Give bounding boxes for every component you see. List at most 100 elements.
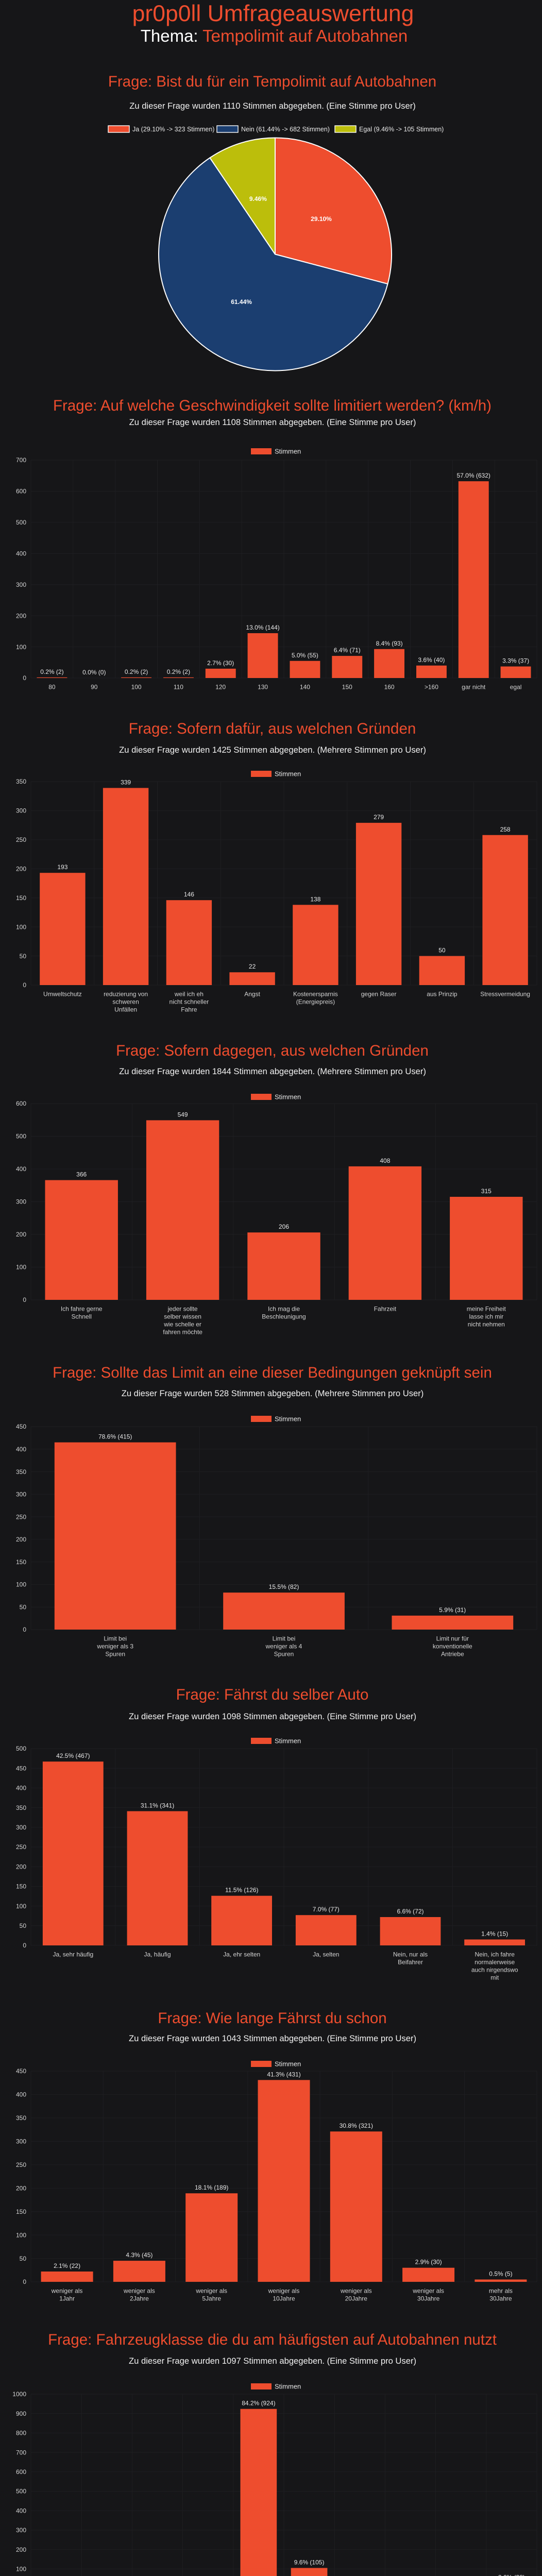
svg-text:100: 100: [16, 923, 26, 930]
svg-text:50: 50: [20, 953, 27, 960]
svg-text:350: 350: [16, 2114, 26, 2122]
svg-text:Fahrzeit: Fahrzeit: [374, 1306, 397, 1313]
svg-text:100: 100: [16, 1903, 26, 1910]
svg-text:Umweltschutz: Umweltschutz: [43, 991, 82, 998]
svg-text:0.2% (2): 0.2% (2): [125, 668, 148, 675]
svg-text:200: 200: [16, 2184, 26, 2192]
svg-text:mehr als: mehr als: [489, 2287, 513, 2295]
svg-text:5.9% (31): 5.9% (31): [439, 1606, 466, 1614]
svg-text:279: 279: [374, 814, 384, 821]
svg-text:6.4% (71): 6.4% (71): [334, 647, 361, 654]
svg-text:50: 50: [20, 2255, 27, 2262]
svg-text:4.3% (45): 4.3% (45): [126, 2251, 153, 2259]
svg-text:weniger als: weniger als: [123, 2287, 155, 2295]
svg-text:2.6% (28): 2.6% (28): [498, 2573, 525, 2576]
svg-text:Stimmen: Stimmen: [275, 1415, 301, 1423]
svg-text:Nein (61.44% -> 682 Stimmen): Nein (61.44% -> 682 Stimmen): [241, 126, 330, 133]
svg-text:339: 339: [121, 778, 131, 786]
svg-text:150: 150: [16, 894, 26, 902]
svg-text:350: 350: [16, 778, 26, 785]
svg-text:250: 250: [16, 836, 26, 843]
svg-text:Zu dieser Frage wurden 1425 St: Zu dieser Frage wurden 1425 Stimmen abge…: [119, 745, 426, 755]
svg-text:30Jahre: 30Jahre: [417, 2295, 440, 2302]
svg-text:Zu dieser Frage wurden 1097 St: Zu dieser Frage wurden 1097 Stimmen abge…: [129, 2356, 416, 2366]
svg-text:20Jahre: 20Jahre: [345, 2295, 368, 2302]
svg-text:200: 200: [16, 2546, 26, 2553]
svg-text:weniger als: weniger als: [412, 2287, 444, 2295]
svg-text:jeder sollte: jeder sollte: [167, 1306, 198, 1313]
svg-text:22: 22: [249, 963, 256, 970]
svg-text:Ja (29.10% -> 323 Stimmen): Ja (29.10% -> 323 Stimmen): [132, 126, 214, 133]
svg-text:5Jahre: 5Jahre: [202, 2295, 221, 2302]
svg-text:315: 315: [481, 1188, 492, 1195]
svg-text:0: 0: [23, 674, 26, 682]
svg-text:100: 100: [16, 2231, 26, 2239]
svg-text:Zu dieser Frage wurden 1844 St: Zu dieser Frage wurden 1844 Stimmen abge…: [119, 1066, 426, 1076]
svg-text:500: 500: [16, 2488, 26, 2495]
svg-text:Stimmen: Stimmen: [275, 1093, 301, 1101]
svg-text:200: 200: [16, 1536, 26, 1543]
svg-text:Frage: Sollte das Limit an ein: Frage: Sollte das Limit an eine dieser B…: [53, 1364, 492, 1381]
svg-text:450: 450: [16, 1423, 26, 1430]
svg-text:450: 450: [16, 2067, 26, 2075]
svg-text:Stimmen: Stimmen: [275, 2383, 301, 2391]
svg-text:600: 600: [16, 1100, 26, 1107]
svg-text:800: 800: [16, 2430, 26, 2437]
svg-text:0: 0: [23, 981, 26, 989]
svg-text:schweren: schweren: [112, 998, 139, 1006]
svg-text:meine Freiheit: meine Freiheit: [467, 1306, 506, 1313]
svg-text:30Jahre: 30Jahre: [489, 2295, 512, 2302]
svg-text:Zu dieser Frage wurden 1098 St: Zu dieser Frage wurden 1098 Stimmen abge…: [129, 1711, 416, 1721]
svg-text:1000: 1000: [12, 2391, 26, 2398]
svg-text:Frage: Sofern dagegen, aus wel: Frage: Sofern dagegen, aus welchen Gründ…: [116, 1042, 429, 1059]
svg-text:Frage: Wie lange Fährst du sch: Frage: Wie lange Fährst du schon: [158, 2010, 386, 2027]
svg-text:200: 200: [16, 1863, 26, 1870]
svg-text:Ja, sehr häufig: Ja, sehr häufig: [53, 1951, 93, 1958]
svg-text:100: 100: [16, 643, 26, 651]
svg-text:700: 700: [16, 456, 26, 464]
svg-text:258: 258: [500, 826, 511, 833]
svg-text:Ja, häufig: Ja, häufig: [144, 1951, 171, 1958]
svg-text:>160: >160: [425, 684, 438, 691]
svg-text:Unfällen: Unfällen: [114, 1006, 137, 1013]
svg-text:11.5% (126): 11.5% (126): [225, 1887, 258, 1894]
svg-text:Limit nur für: Limit nur für: [436, 1635, 469, 1642]
svg-text:Kostenersparnis: Kostenersparnis: [293, 991, 338, 998]
svg-text:Zu dieser Frage wurden 1110 St: Zu dieser Frage wurden 1110 Stimmen abge…: [129, 101, 416, 111]
svg-text:900: 900: [16, 2410, 26, 2417]
svg-text:Limit bei: Limit bei: [104, 1635, 127, 1642]
svg-text:31.1% (341): 31.1% (341): [141, 1802, 174, 1809]
svg-text:weniger als 4: weniger als 4: [265, 1643, 302, 1650]
svg-text:400: 400: [16, 550, 26, 557]
svg-text:84.2% (924): 84.2% (924): [242, 2400, 275, 2407]
svg-text:6.6% (72): 6.6% (72): [397, 1908, 424, 1915]
svg-text:Stimmen: Stimmen: [275, 1737, 301, 1745]
svg-text:50: 50: [20, 1922, 27, 1929]
svg-text:mit: mit: [490, 1974, 499, 1981]
svg-text:8.4% (93): 8.4% (93): [376, 640, 403, 647]
svg-text:weniger als: weniger als: [51, 2287, 83, 2295]
svg-text:aus Prinzip: aus Prinzip: [427, 991, 458, 998]
svg-text:41.3% (431): 41.3% (431): [267, 2071, 300, 2078]
svg-text:42.5% (467): 42.5% (467): [56, 1752, 90, 1759]
svg-text:Frage: Sofern dafür, aus welch: Frage: Sofern dafür, aus welchen Gründen: [129, 720, 416, 737]
svg-text:Stimmen: Stimmen: [275, 2060, 301, 2068]
svg-text:auch nirgendswo: auch nirgendswo: [471, 1967, 518, 1974]
svg-text:29.10%: 29.10%: [311, 215, 332, 223]
svg-text:250: 250: [16, 1843, 26, 1851]
svg-text:Ich fahre gerne: Ich fahre gerne: [61, 1306, 103, 1313]
svg-text:10Jahre: 10Jahre: [273, 2295, 295, 2302]
svg-text:90: 90: [91, 684, 98, 691]
svg-text:150: 150: [16, 1558, 26, 1566]
svg-text:0: 0: [23, 1626, 26, 1633]
svg-text:pr0p0ll Umfrageauswertung: pr0p0ll Umfrageauswertung: [132, 1, 414, 26]
svg-text:13.0% (144): 13.0% (144): [246, 624, 279, 631]
svg-text:300: 300: [16, 581, 26, 588]
svg-text:5.0% (55): 5.0% (55): [292, 652, 318, 659]
svg-text:300: 300: [16, 2527, 26, 2534]
svg-text:9.46%: 9.46%: [249, 195, 267, 202]
svg-text:400: 400: [16, 2507, 26, 2514]
svg-text:50: 50: [20, 1603, 27, 1611]
svg-text:0: 0: [23, 1942, 26, 1949]
svg-text:Beifahrer: Beifahrer: [398, 1959, 423, 1966]
